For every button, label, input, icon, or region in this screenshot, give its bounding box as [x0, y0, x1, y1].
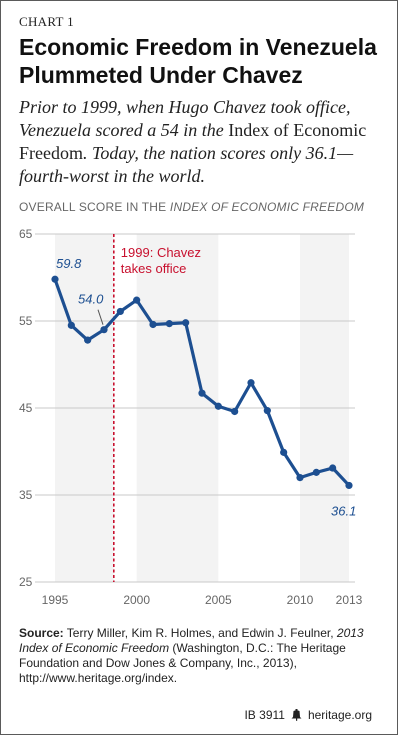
x-tick-label-2005: 2005 — [205, 593, 232, 607]
x-tick-label-1995: 1995 — [42, 593, 69, 607]
data-point-2013 — [345, 481, 353, 490]
chart-label: CHART 1 — [19, 14, 74, 29]
data-point-2004 — [198, 389, 206, 397]
plot-heading: OVERALL SCORE IN THE INDEX OF ECONOMIC F… — [19, 200, 364, 214]
ib-number: IB 3911 — [244, 708, 285, 722]
liberty-bell-icon — [291, 709, 302, 721]
source-label: Source: — [19, 626, 64, 640]
footer: IB 3911 heritage.org — [244, 708, 372, 722]
data-point-1998 — [100, 326, 108, 334]
subtitle-part-3: . Today, the nation scores only 36.1—fou… — [19, 143, 354, 186]
title-line-1: Economic Freedom in Venezuela — [19, 34, 377, 60]
data-point-2001 — [149, 320, 157, 329]
data-point-2009 — [280, 448, 288, 456]
y-tick-label-65: 65 — [19, 227, 33, 241]
source-note: Source: Terry Miller, Kim R. Holmes, and… — [19, 626, 389, 686]
x-tick-label-2010: 2010 — [287, 593, 314, 607]
line-chart: 25 35 45 55 65 1995 2000 2005 2010 2013 1999: Chav… — [19, 227, 363, 607]
subtitle-part-1: Prior to 1999, when Hugo Chavez took off… — [19, 97, 351, 140]
data-point-2008 — [263, 407, 271, 415]
y-tick-label-35: 35 — [19, 488, 33, 502]
point-label-1995: 59.8 — [56, 256, 82, 271]
x-tick-label-2000: 2000 — [123, 593, 150, 607]
source-italic: 2013 Index of Economic Freedom — [19, 626, 364, 655]
x-tick-label-2013: 2013 — [336, 593, 363, 607]
data-point-2011 — [312, 468, 320, 476]
data-point-1999 — [116, 307, 124, 316]
y-tick-label-25: 25 — [19, 575, 33, 589]
source-text-2: (Washington, D.C.: The Heritage Foundati… — [19, 641, 346, 685]
title-line-2: Plummeted Under Chavez — [19, 62, 303, 88]
point-label-leader-1998 — [97, 309, 104, 325]
data-point-2002 — [165, 320, 173, 328]
data-point-2012 — [329, 464, 337, 472]
point-label-2013: 36.1 — [331, 503, 356, 518]
chart-subtitle: Prior to 1999, when Hugo Chavez took off… — [19, 96, 391, 188]
point-label-1998: 54.0 — [78, 292, 104, 307]
data-point-2005 — [214, 402, 222, 410]
data-point-2003 — [182, 319, 190, 327]
source-text-1: Terry Miller, Kim R. Holmes, and Edwin J… — [63, 626, 337, 640]
data-point-1997 — [84, 336, 92, 344]
data-point-2000 — [133, 296, 141, 304]
data-point-1995 — [51, 275, 59, 283]
data-point-1996 — [67, 321, 75, 329]
y-tick-label-55: 55 — [19, 314, 33, 328]
y-tick-label-45: 45 — [19, 401, 33, 415]
data-point-2007 — [247, 379, 255, 387]
annotation-label-line-1: 1999: Chavez — [121, 245, 201, 260]
annotation-label-line-2: takes office — [121, 261, 187, 276]
data-point-2010 — [296, 474, 304, 482]
plot-heading-italic: INDEX OF ECONOMIC FREEDOM — [169, 200, 365, 214]
data-point-2006 — [231, 407, 239, 416]
subtitle-part-2: Index of Economic Freedom — [19, 120, 367, 163]
chart-title: Economic Freedom in Venezuela Plummeted … — [19, 33, 389, 89]
plot-heading-prefix: OVERALL SCORE IN THE — [19, 200, 170, 214]
site-link[interactable]: heritage.org — [307, 708, 372, 722]
